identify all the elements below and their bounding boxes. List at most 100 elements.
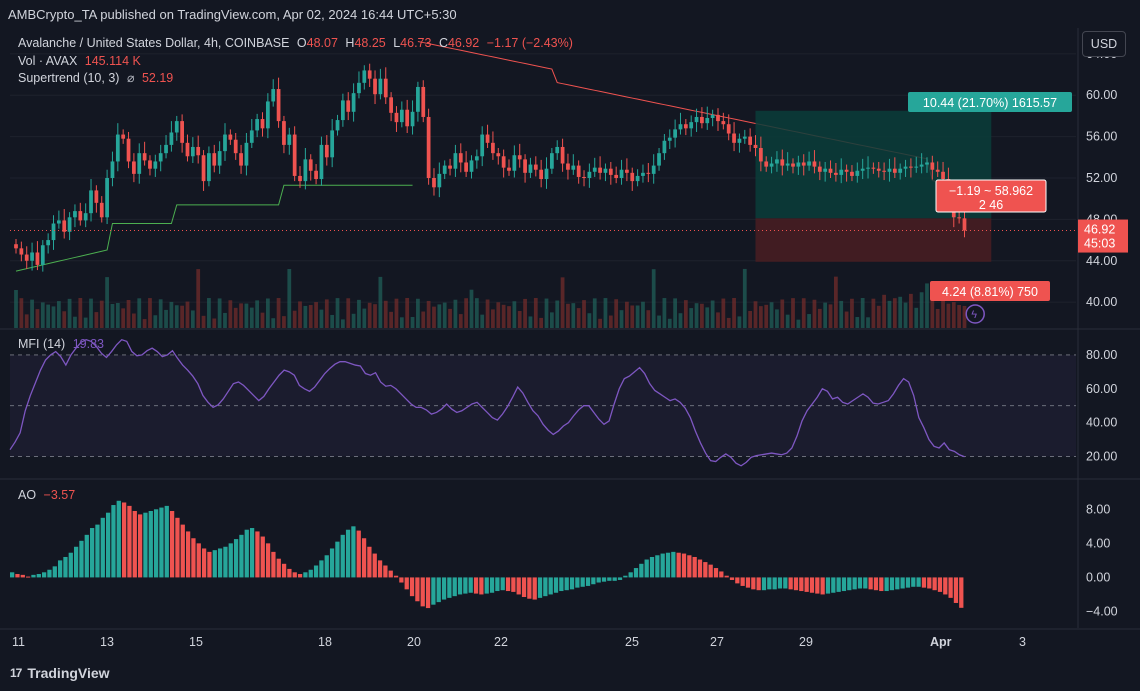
volume-bar — [437, 304, 442, 328]
candle-body — [742, 136, 747, 139]
volume-bar — [641, 301, 645, 328]
volume-bar — [24, 314, 29, 328]
volume-bar — [148, 298, 152, 328]
candle-body — [485, 134, 490, 143]
time-axis-label: 27 — [710, 635, 724, 649]
volume-bar — [169, 301, 174, 328]
candle-body — [614, 174, 619, 178]
ao-bar — [292, 572, 297, 578]
currency-button[interactable]: USD — [1082, 31, 1126, 57]
ao-bar — [953, 577, 959, 603]
volume-bar — [99, 300, 104, 328]
candle-body — [298, 175, 302, 182]
ao-bar — [713, 568, 719, 578]
tradingview-brand[interactable]: 17 TradingView — [10, 665, 110, 681]
volume-bar — [683, 300, 688, 328]
volume-bar — [442, 302, 447, 328]
candle-body — [791, 163, 795, 167]
ao-bar — [276, 558, 281, 578]
ao-bar — [575, 577, 580, 588]
ao-value: −3.57 — [43, 488, 76, 502]
candle-body — [201, 155, 206, 182]
ao-bar — [777, 577, 783, 589]
change-value: −1.17 (−2.43%) — [486, 36, 573, 50]
candle-body — [710, 114, 715, 118]
ao-bar — [633, 568, 639, 578]
volume-bar — [839, 300, 844, 328]
ao-bar — [377, 560, 383, 578]
ao-bar — [255, 531, 260, 578]
ao-bar — [948, 577, 953, 598]
volume-bar — [410, 317, 415, 328]
candle-body — [410, 111, 415, 127]
position-target-label-box — [908, 92, 1072, 112]
candle-body — [587, 171, 592, 178]
mfi-legend[interactable]: MFI (14) 19.83 — [18, 337, 108, 351]
volume-bar — [378, 276, 383, 328]
supertrend-legend[interactable]: Supertrend (10, 3) ⌀ 52.19 — [18, 70, 177, 85]
volume-bar — [78, 298, 83, 328]
ao-bar — [116, 500, 121, 578]
volume-bar — [89, 298, 93, 328]
volume-bar — [737, 316, 742, 328]
low-label: L — [393, 36, 401, 50]
volume-bar — [367, 302, 372, 328]
ao-bar — [372, 553, 377, 578]
candle-body — [801, 162, 806, 166]
volume-bar — [673, 298, 677, 328]
ao-bar — [473, 577, 479, 594]
candle-body — [678, 124, 683, 130]
volume-bar — [207, 298, 211, 328]
candle-body — [260, 119, 265, 129]
candle-body — [426, 116, 431, 178]
volume-legend[interactable]: Vol · AVAX 145.114 K — [18, 54, 145, 68]
ao-bar — [543, 577, 548, 597]
candle-body — [158, 153, 163, 162]
supertrend-value: 52.19 — [141, 71, 174, 85]
ao-bar — [15, 574, 20, 578]
candle-body — [19, 248, 24, 255]
candle-body — [78, 211, 83, 221]
ao-bar — [436, 577, 441, 603]
price-axis-label: 40.00 — [1086, 295, 1117, 309]
volume-bar — [239, 303, 243, 328]
volume-bar — [828, 304, 833, 328]
candle-body — [823, 168, 828, 172]
candle-body — [796, 162, 801, 167]
volume-bar — [903, 302, 908, 328]
candle-body — [217, 151, 222, 166]
candle-body — [871, 167, 876, 169]
candle-body — [153, 161, 158, 169]
candle-body — [705, 118, 710, 124]
candle-body — [51, 223, 56, 241]
ao-axis-label: 8.00 — [1086, 502, 1110, 516]
ao-bar — [793, 577, 799, 591]
ao-axis-label: 0.00 — [1086, 570, 1110, 584]
ao-bar — [591, 577, 596, 585]
candle-body — [362, 70, 367, 83]
ao-bar — [911, 577, 916, 587]
ao-bar — [740, 577, 745, 586]
volume-bar — [625, 301, 629, 328]
symbol-legend[interactable]: Avalanche / United States Dollar, 4h, CO… — [18, 36, 577, 50]
candle-body — [812, 161, 817, 167]
volume-bar — [137, 298, 142, 328]
ao-bar — [500, 577, 505, 591]
ao-bar — [511, 577, 516, 592]
candle-body — [683, 124, 688, 129]
volume-bar — [887, 300, 892, 328]
candle-body — [99, 202, 104, 218]
candle-body — [919, 164, 924, 167]
ao-bar — [20, 574, 25, 578]
volume-bar — [517, 311, 522, 328]
ao-bar — [932, 577, 937, 591]
volume-bar — [909, 293, 913, 328]
ao-legend[interactable]: AO −3.57 — [18, 488, 79, 502]
volume-bar — [292, 310, 297, 328]
volume-bar — [303, 305, 308, 328]
candle-body — [517, 155, 522, 160]
ao-bar — [783, 577, 788, 589]
ao-bar — [313, 565, 319, 578]
volume-bar — [919, 292, 924, 328]
